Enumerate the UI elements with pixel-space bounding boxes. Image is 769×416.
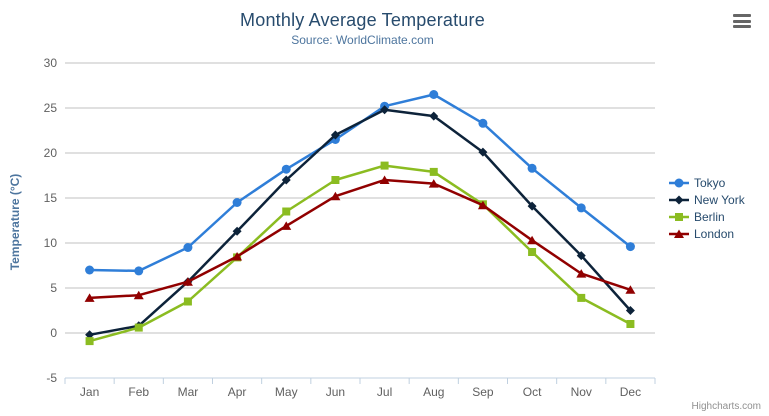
data-point-marker[interactable]: [380, 105, 390, 115]
data-point-marker[interactable]: [380, 161, 389, 170]
data-point-marker[interactable]: [331, 176, 340, 184]
data-point-marker[interactable]: [577, 293, 586, 302]
data-point-marker[interactable]: [576, 203, 586, 213]
data-point-marker[interactable]: [330, 130, 340, 140]
data-point-marker[interactable]: [84, 293, 95, 302]
highcharts-credits-link[interactable]: Highcharts.com: [691, 401, 761, 412]
data-point-marker[interactable]: [527, 201, 537, 211]
new-york-series-icon: [669, 195, 689, 205]
data-point-marker[interactable]: [576, 269, 587, 278]
y-tick-label: 20: [44, 146, 58, 160]
data-point-marker[interactable]: [528, 248, 537, 256]
data-point-marker[interactable]: [85, 337, 94, 346]
y-tick-label: 30: [44, 56, 58, 70]
data-point-marker[interactable]: [232, 252, 243, 261]
data-point-marker[interactable]: [478, 147, 488, 157]
legend-label: London: [694, 227, 735, 241]
data-point-marker[interactable]: [625, 306, 635, 315]
data-point-marker[interactable]: [133, 290, 144, 300]
data-point-marker[interactable]: [527, 235, 538, 245]
legend-item-tokyo[interactable]: Tokyo: [668, 176, 745, 190]
hamburger-menu-icon: [733, 14, 751, 17]
data-point-marker[interactable]: [232, 226, 242, 236]
data-point-marker[interactable]: [527, 163, 537, 173]
legend-item-new-york[interactable]: New York: [668, 193, 745, 207]
hamburger-menu-icon: [733, 25, 751, 28]
series-line-berlin: [88, 164, 632, 343]
data-point-marker[interactable]: [429, 111, 439, 121]
data-point-marker[interactable]: [281, 164, 291, 174]
legend-item-berlin[interactable]: Berlin: [668, 210, 745, 224]
data-point-marker[interactable]: [85, 265, 95, 275]
data-point-marker[interactable]: [429, 167, 438, 176]
hamburger-menu-icon: [733, 19, 751, 23]
x-tick-label: Nov: [571, 385, 592, 399]
data-point-marker[interactable]: [232, 198, 242, 207]
data-point-marker[interactable]: [576, 251, 586, 261]
data-point-marker[interactable]: [134, 323, 143, 332]
x-tick-label: Dec: [620, 385, 641, 399]
data-point-marker[interactable]: [379, 175, 390, 185]
y-tick-label: -5: [46, 371, 57, 385]
data-point-marker[interactable]: [134, 266, 144, 276]
legend-item-london[interactable]: London: [668, 227, 745, 241]
data-point-marker[interactable]: [477, 200, 488, 210]
y-tick-label: 25: [44, 101, 58, 115]
data-point-marker[interactable]: [625, 242, 635, 252]
x-tick-label: Jul: [377, 385, 392, 399]
x-tick-label: Sep: [472, 385, 494, 399]
data-point-marker[interactable]: [478, 118, 488, 128]
data-point-marker[interactable]: [85, 330, 95, 340]
chart-title: Monthly Average Temperature: [240, 10, 485, 30]
london-series-icon: [669, 229, 689, 238]
x-tick-label: Feb: [128, 385, 149, 399]
y-tick-label: 10: [44, 236, 58, 250]
export-menu-button[interactable]: [733, 14, 751, 28]
x-tick-label: Jan: [80, 385, 99, 399]
series-line-new-york: [88, 108, 632, 337]
series-line-london: [88, 178, 632, 300]
tokyo-series-icon: [669, 178, 689, 188]
data-point-marker[interactable]: [428, 179, 439, 188]
x-tick-label: Apr: [228, 385, 247, 399]
y-tick-label: 15: [44, 191, 58, 205]
data-point-marker[interactable]: [183, 297, 192, 306]
data-point-marker[interactable]: [281, 175, 291, 185]
x-tick-label: Mar: [178, 385, 199, 399]
legend: Tokyo New York Berlin London: [668, 176, 745, 241]
data-point-marker[interactable]: [625, 285, 636, 294]
data-point-marker[interactable]: [282, 207, 291, 216]
data-point-marker[interactable]: [330, 191, 341, 201]
y-tick-label: 0: [50, 326, 57, 340]
legend-label: New York: [694, 193, 745, 207]
data-point-marker[interactable]: [183, 243, 193, 252]
data-point-marker[interactable]: [429, 90, 439, 99]
x-tick-label: Aug: [423, 385, 444, 399]
legend-label: Tokyo: [694, 176, 726, 190]
x-tick-label: Oct: [523, 385, 542, 399]
data-point-marker[interactable]: [281, 221, 292, 230]
data-point-marker[interactable]: [626, 320, 635, 328]
y-tick-label: 5: [50, 281, 57, 295]
series-line-tokyo: [88, 93, 632, 273]
data-point-marker[interactable]: [182, 277, 193, 286]
x-tick-label: May: [275, 385, 298, 399]
x-tick-label: Jun: [326, 385, 345, 399]
chart-subtitle: Source: WorldClimate.com: [291, 33, 434, 47]
legend-label: Berlin: [694, 210, 725, 224]
berlin-series-icon: [669, 213, 689, 221]
